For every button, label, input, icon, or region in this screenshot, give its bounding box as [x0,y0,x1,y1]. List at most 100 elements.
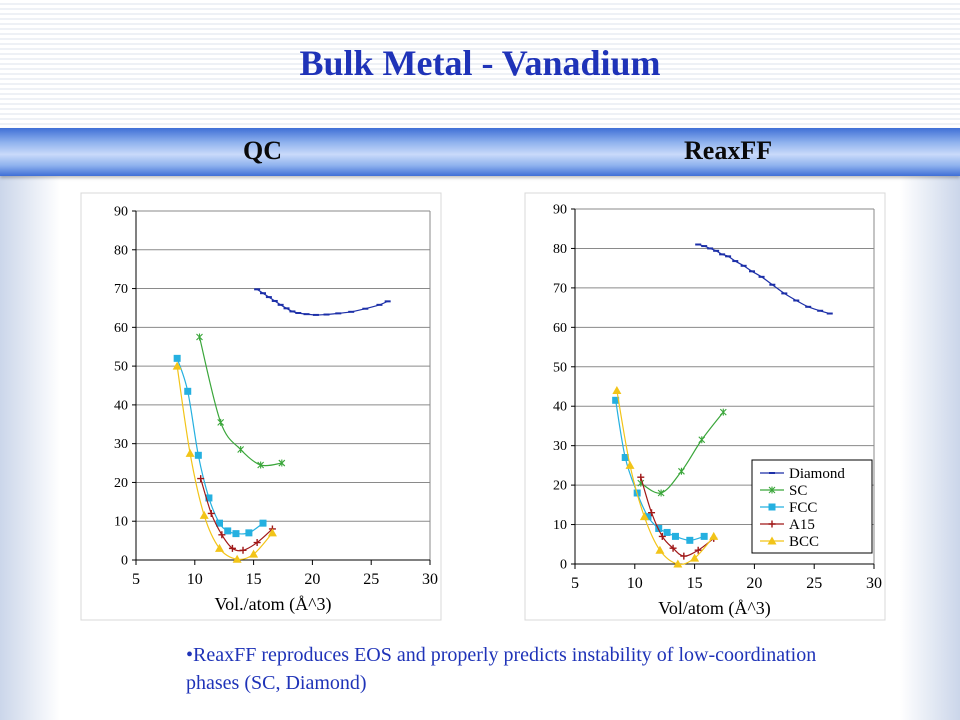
series-diamond [695,243,833,315]
point-bcc [172,361,182,370]
y-tick-label: 50 [553,360,567,375]
y-tick-label: 40 [553,400,567,415]
chart-qc: 0 10 20 30 40 50 60 70 80 90 5 10 15 20 25 30 Vol./atom … [80,192,442,621]
y-tick-label: 70 [553,281,567,296]
chart-frame [80,192,442,621]
point-sc [257,461,265,469]
slide-title: Bulk Metal - Vanadium [299,43,661,83]
y-tick-label: 20 [553,479,567,494]
bullet-note: •ReaxFF reproduces EOS and properly pred… [186,644,817,694]
point-sc [657,489,665,497]
y-tick-label: 60 [553,321,567,336]
series-sc [196,333,286,469]
point-fcc [663,528,671,536]
x-tick-label: 25 [363,571,379,588]
point-fcc [612,396,620,404]
point-bcc [199,510,209,519]
y-tick-label: 40 [114,398,128,413]
point-bcc [673,559,683,568]
point-a15 [694,546,702,554]
point-bcc [655,545,665,554]
y-tick-label: 80 [553,242,567,257]
point-sc [719,408,727,416]
y-tick-label: 0 [121,554,128,569]
y-tick-label: 20 [114,476,128,491]
point-bcc [612,385,622,394]
point-sc [217,418,225,426]
panel-label-reaxff: ReaxFF [684,136,773,165]
y-tick-label: 90 [553,203,567,218]
point-fcc [184,387,192,395]
point-fcc [671,532,679,540]
y-tick-label: 80 [114,243,128,258]
point-bcc [214,543,224,552]
point-fcc [259,519,267,527]
x-tick-label: 20 [304,571,320,588]
x-axis-label: Vol./atom (Å^3) [214,594,331,615]
panel-label-qc: QC [243,136,282,165]
point-bcc [709,531,719,540]
x-tick-label: 5 [571,575,579,592]
y-tick-label: 90 [114,205,128,220]
point-sc [698,436,706,444]
point-a15 [207,509,215,517]
legend-marker-sc [768,486,776,494]
point-bcc [185,448,195,457]
x-tick-label: 15 [687,575,703,592]
series-bcc [172,361,277,563]
point-fcc [644,513,652,521]
point-fcc [173,354,181,362]
y-tick-label: 50 [114,360,128,375]
point-a15 [648,509,656,517]
x-tick-label: 30 [422,571,438,588]
point-sc [278,459,286,467]
point-fcc [224,527,232,535]
legend-marker-bcc [767,536,777,545]
series-a15 [637,473,718,560]
left-gradient-border [0,128,60,720]
x-tick-label: 15 [246,571,262,588]
series-sc [637,408,727,497]
x-axis-label: Vol/atom (Å^3) [658,598,771,619]
point-sc [678,467,685,475]
point-bcc [267,528,277,537]
point-fcc [232,530,240,538]
point-a15 [658,532,666,540]
y-tick-label: 10 [553,518,567,533]
series-line-diamond [698,243,830,315]
x-tick-label: 10 [627,575,643,592]
point-a15 [253,539,261,547]
point-a15 [197,475,205,483]
series-line-diamond [256,288,388,316]
point-fcc [245,529,253,537]
point-fcc [205,494,213,502]
point-sc [237,445,245,453]
y-tick-label: 10 [114,515,128,530]
series-fcc [173,354,267,538]
point-sc [196,333,203,341]
legend-marker-fcc [768,503,776,511]
point-fcc [621,454,629,461]
y-tick-label: 60 [114,321,128,336]
panel-label-band [0,128,960,176]
x-tick-label: 20 [746,575,762,592]
series-bcc [612,385,719,568]
legend-marker-a15 [768,520,776,528]
y-tick-label: 30 [553,439,567,454]
point-fcc [215,519,223,527]
x-tick-label: 10 [187,571,203,588]
legend-label-sc: SC [789,483,807,499]
legend-label-bcc: BCC [789,534,819,550]
x-tick-label: 25 [806,575,822,592]
y-tick-label: 70 [114,282,128,297]
point-bcc [690,553,700,562]
point-bcc [232,554,242,563]
x-tick-label: 30 [866,575,882,592]
point-bcc [249,549,259,558]
header-stripes [0,0,960,128]
point-a15 [637,473,645,481]
y-tick-label: 30 [114,437,128,452]
chart-reaxff: 0 10 20 30 40 50 60 70 80 90 5 10 15 20 25 30 Vol/atom (… [524,192,886,621]
